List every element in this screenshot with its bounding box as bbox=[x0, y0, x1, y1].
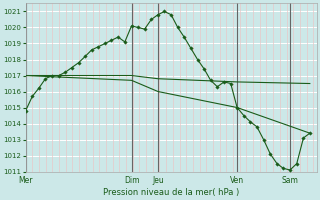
X-axis label: Pression niveau de la mer( hPa ): Pression niveau de la mer( hPa ) bbox=[103, 188, 239, 197]
